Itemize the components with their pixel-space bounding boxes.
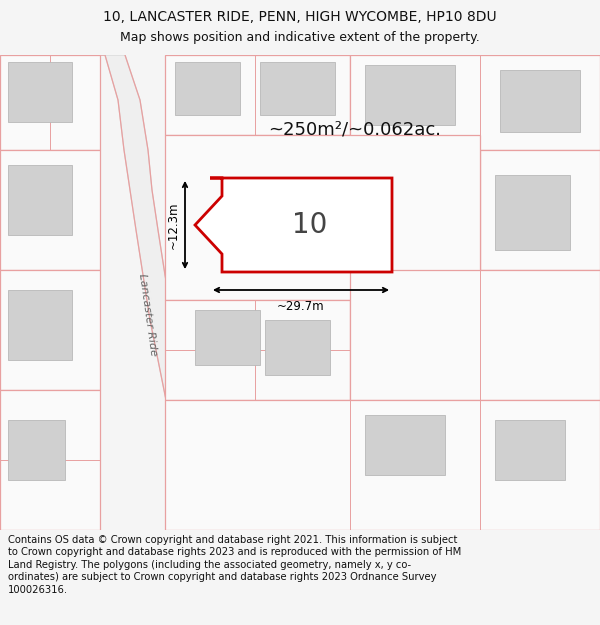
Text: 10: 10 [292, 211, 328, 239]
Polygon shape [350, 270, 600, 400]
Polygon shape [265, 320, 330, 375]
Text: ~250m²/~0.062ac.: ~250m²/~0.062ac. [269, 121, 442, 139]
Polygon shape [165, 400, 600, 530]
Polygon shape [495, 420, 565, 480]
Polygon shape [365, 65, 455, 125]
Polygon shape [260, 62, 335, 115]
Text: ~29.7m: ~29.7m [277, 300, 325, 313]
Text: Map shows position and indicative extent of the property.: Map shows position and indicative extent… [120, 31, 480, 44]
Polygon shape [165, 135, 480, 300]
Text: ~12.3m: ~12.3m [167, 201, 180, 249]
Polygon shape [0, 150, 100, 270]
Polygon shape [480, 150, 600, 270]
Polygon shape [350, 55, 600, 150]
Polygon shape [165, 300, 350, 400]
Polygon shape [165, 55, 350, 135]
Polygon shape [195, 178, 392, 272]
Polygon shape [500, 70, 580, 132]
Text: 10, LANCASTER RIDE, PENN, HIGH WYCOMBE, HP10 8DU: 10, LANCASTER RIDE, PENN, HIGH WYCOMBE, … [103, 10, 497, 24]
Polygon shape [365, 415, 445, 475]
Polygon shape [8, 290, 72, 360]
Polygon shape [495, 175, 570, 250]
Text: Lancaster Ride: Lancaster Ride [137, 273, 159, 357]
Polygon shape [8, 420, 65, 480]
Polygon shape [175, 62, 240, 115]
Polygon shape [195, 310, 260, 365]
Polygon shape [0, 390, 100, 530]
Polygon shape [8, 165, 72, 235]
Polygon shape [8, 62, 72, 122]
Polygon shape [0, 270, 100, 390]
Text: Contains OS data © Crown copyright and database right 2021. This information is : Contains OS data © Crown copyright and d… [8, 535, 461, 594]
Polygon shape [100, 55, 205, 530]
Polygon shape [0, 55, 100, 150]
